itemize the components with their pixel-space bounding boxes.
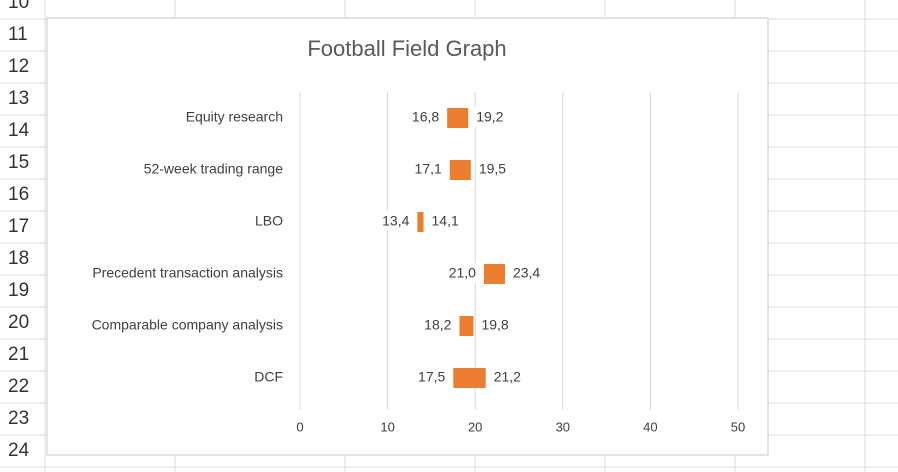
range-bar bbox=[449, 160, 471, 180]
label-background bbox=[491, 366, 524, 387]
row-number: 20 bbox=[8, 312, 29, 333]
high-label: 19,5 bbox=[479, 161, 506, 177]
label-background bbox=[416, 366, 448, 387]
row-number: 11 bbox=[8, 24, 28, 45]
row-number: 19 bbox=[8, 280, 29, 301]
row-number: 10 bbox=[8, 0, 29, 13]
row-number: 13 bbox=[8, 88, 29, 109]
x-tick-label: 30 bbox=[556, 419, 570, 434]
y-tick-label: Comparable company analysis bbox=[92, 317, 283, 333]
label-background bbox=[412, 158, 445, 179]
low-label: 13,4 bbox=[382, 213, 409, 229]
range-bar bbox=[447, 108, 469, 128]
row-number: 23 bbox=[8, 408, 29, 429]
row-number: 17 bbox=[8, 216, 29, 237]
row-number: 12 bbox=[8, 56, 29, 77]
low-label: 18,2 bbox=[424, 317, 451, 333]
high-label: 19,2 bbox=[476, 109, 503, 125]
high-label: 23,4 bbox=[513, 265, 540, 281]
label-background bbox=[409, 106, 442, 127]
row-number: 24 bbox=[8, 440, 30, 461]
y-tick-label: Precedent transaction analysis bbox=[92, 265, 283, 281]
y-tick-label: DCF bbox=[254, 369, 283, 385]
range-bar bbox=[453, 368, 486, 388]
high-label: 21,2 bbox=[494, 369, 521, 385]
high-label: 19,8 bbox=[481, 317, 508, 333]
range-bar bbox=[417, 212, 424, 232]
low-label: 17,1 bbox=[415, 161, 442, 177]
high-label: 14,1 bbox=[432, 213, 459, 229]
y-tick-label: 52-week trading range bbox=[144, 161, 284, 177]
row-number: 15 bbox=[8, 152, 29, 173]
x-tick-label: 20 bbox=[468, 419, 482, 434]
row-number: 22 bbox=[8, 376, 29, 397]
x-tick-label: 40 bbox=[643, 419, 657, 434]
label-background bbox=[479, 314, 511, 335]
row-number: 14 bbox=[8, 120, 30, 141]
y-tick-label: Equity research bbox=[186, 109, 283, 125]
label-background bbox=[380, 210, 412, 231]
label-background bbox=[422, 314, 454, 335]
range-bar bbox=[459, 316, 474, 336]
label-background bbox=[476, 158, 509, 179]
chart-area[interactable] bbox=[46, 17, 769, 456]
low-label: 21,0 bbox=[449, 265, 476, 281]
y-tick-label: LBO bbox=[255, 213, 283, 229]
x-tick-label: 10 bbox=[380, 419, 394, 434]
row-number: 16 bbox=[8, 184, 29, 205]
row-number: 21 bbox=[8, 344, 29, 365]
label-background bbox=[474, 106, 506, 127]
range-bar bbox=[483, 264, 505, 284]
label-background bbox=[429, 210, 461, 231]
low-label: 17,5 bbox=[418, 369, 445, 385]
low-label: 16,8 bbox=[412, 109, 439, 125]
x-tick-label: 0 bbox=[296, 419, 303, 434]
label-background bbox=[446, 262, 479, 283]
label-background bbox=[510, 262, 543, 283]
x-tick-label: 50 bbox=[731, 419, 745, 434]
chart-title: Football Field Graph bbox=[307, 36, 506, 61]
row-number: 18 bbox=[8, 248, 29, 269]
plot-area: 0 10 20 30 40 50 Equity research 16,8 19,2 52-wee… bbox=[92, 92, 745, 434]
